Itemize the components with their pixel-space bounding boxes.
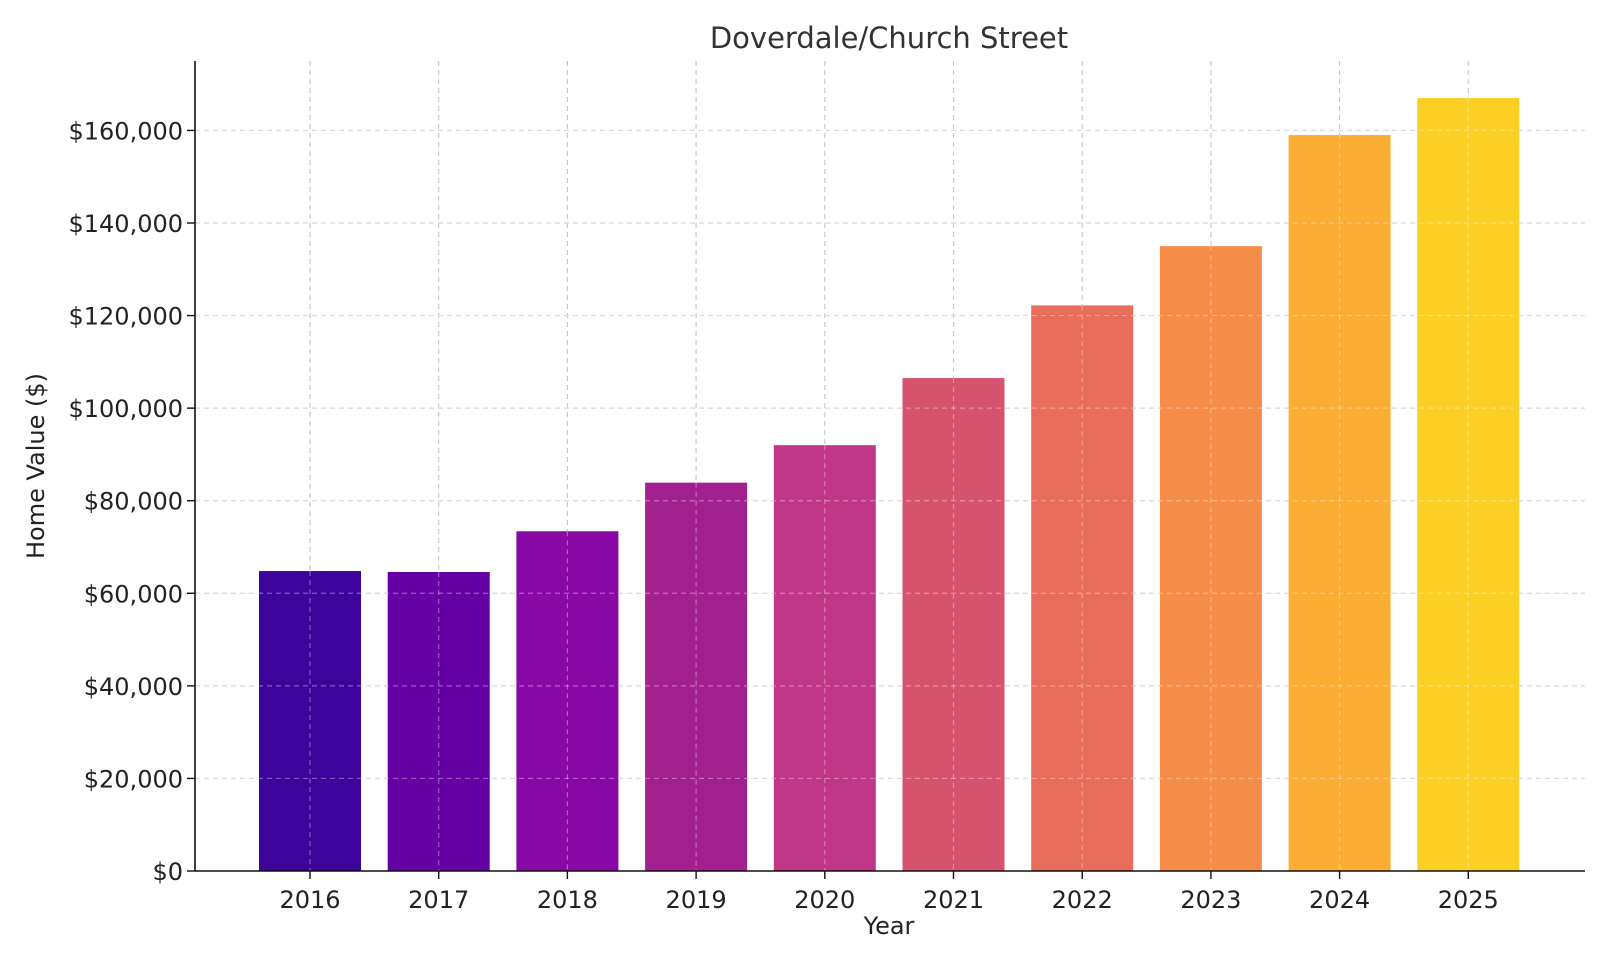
y-tick-label: $40,000 — [84, 673, 183, 701]
axes — [194, 61, 1585, 872]
bar-2020 — [773, 445, 876, 871]
x-tick-label: 2017 — [408, 886, 469, 914]
x-tick-label: 2024 — [1309, 886, 1370, 914]
x-tick-labels: 2016 2017 2018 2019 2020 2021 2022 2023 2024 2025 — [279, 871, 1499, 914]
bar-2017 — [387, 571, 490, 871]
x-tick-label: 2022 — [1052, 886, 1113, 914]
bar-2023 — [1159, 246, 1262, 872]
y-tick-label: $60,000 — [84, 580, 183, 608]
y-tick-label: $80,000 — [84, 488, 183, 516]
y-tick-label: $120,000 — [68, 303, 183, 331]
y-tick-label: $100,000 — [68, 395, 183, 423]
bar-2025 — [1417, 98, 1520, 872]
bar-2021 — [902, 378, 1005, 871]
bar-2024 — [1288, 135, 1391, 872]
x-tick-label: 2019 — [666, 886, 727, 914]
chart-title: Doverdale/Church Street — [710, 21, 1068, 55]
bar-2022 — [1031, 305, 1134, 872]
y-tick-label: $20,000 — [84, 765, 183, 793]
y-tick-label: $160,000 — [68, 117, 183, 145]
bars — [259, 98, 1520, 872]
x-tick-label: 2021 — [923, 886, 984, 914]
x-axis-label: Year — [863, 912, 915, 940]
bar-2016 — [259, 571, 361, 871]
grid-overlay — [195, 98, 1585, 871]
x-tick-label: 2020 — [794, 886, 855, 914]
y-axis-label: Home Value ($) — [22, 373, 50, 559]
bar-2019 — [645, 482, 748, 871]
y-tick-labels: $0 $20,000 $40,000 $60,000 $80,000 $100,000 $1… — [68, 117, 195, 886]
x-tick-label: 2023 — [1180, 886, 1241, 914]
y-tick-label: $140,000 — [68, 210, 183, 238]
x-tick-label: 2025 — [1438, 886, 1499, 914]
x-tick-label: 2018 — [537, 886, 598, 914]
bar-2018 — [516, 531, 619, 871]
x-tick-label: 2016 — [279, 886, 340, 914]
y-tick-label: $0 — [152, 858, 183, 886]
